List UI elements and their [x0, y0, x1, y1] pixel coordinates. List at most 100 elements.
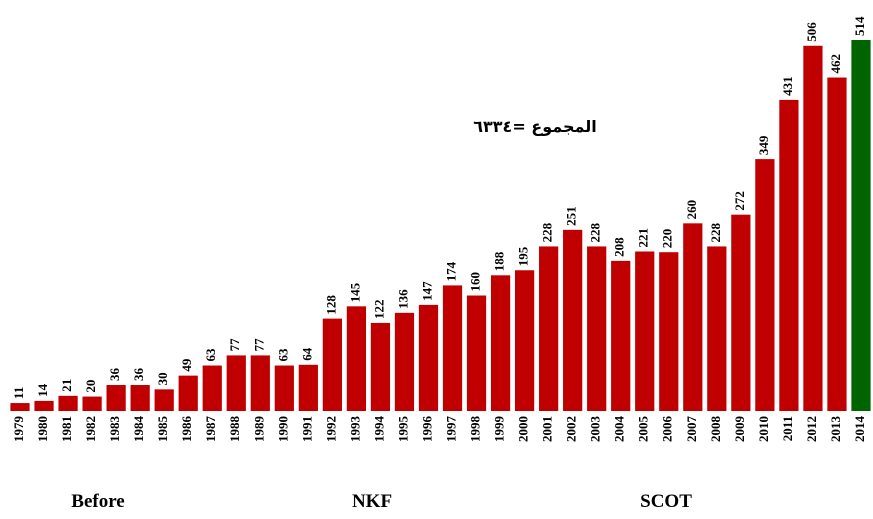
bar — [346, 306, 367, 411]
x-tick-label: 2012 — [804, 416, 819, 442]
bar — [58, 395, 78, 411]
x-tick-label: 2011 — [780, 416, 795, 441]
group-label: NKF — [352, 491, 392, 512]
value-label: 63 — [203, 348, 218, 362]
x-tick-label: 1981 — [59, 416, 74, 442]
value-label: 136 — [395, 289, 410, 309]
value-label: 188 — [492, 251, 507, 271]
value-label: 221 — [636, 228, 651, 248]
bar — [514, 270, 535, 411]
value-label: 506 — [804, 22, 819, 42]
value-label: 49 — [179, 358, 194, 372]
bar — [755, 159, 775, 411]
x-tick-label: 1996 — [419, 416, 434, 443]
x-tick-label: 2013 — [828, 416, 843, 443]
x-tick-label: 2010 — [756, 416, 771, 442]
x-tick-label: 1980 — [35, 416, 50, 442]
value-label: 77 — [251, 338, 266, 352]
x-tick-label: 1995 — [395, 416, 410, 443]
bar — [707, 246, 727, 411]
bar — [490, 275, 511, 411]
value-label: 145 — [347, 282, 362, 302]
x-tick-label: 1984 — [131, 416, 146, 443]
annotation: المجموع =٦٣٣٤ — [473, 117, 596, 136]
bar — [466, 295, 487, 411]
bar — [202, 365, 222, 411]
value-label: 64 — [299, 347, 314, 361]
x-tick-label: 1998 — [468, 416, 483, 443]
bar — [82, 396, 102, 411]
bar — [611, 260, 631, 411]
bar — [10, 403, 30, 411]
value-label: 30 — [155, 372, 170, 385]
x-tick-label: 2005 — [636, 416, 651, 443]
value-label: 260 — [684, 200, 699, 220]
x-tick-label: 2007 — [684, 416, 699, 443]
value-label: 349 — [756, 135, 771, 155]
x-tick-label: 2004 — [612, 416, 627, 443]
value-label: 462 — [828, 54, 843, 74]
bar — [34, 400, 54, 411]
bar — [683, 223, 703, 411]
value-label: 514 — [852, 16, 867, 36]
bar — [274, 365, 294, 411]
bar — [827, 77, 847, 411]
x-tick-label: 1990 — [275, 416, 290, 442]
bar — [418, 304, 439, 411]
bar — [731, 214, 751, 411]
value-label: 21 — [59, 379, 74, 392]
group-label: Before — [71, 491, 124, 512]
bar — [442, 285, 463, 411]
bar — [178, 375, 198, 411]
bar — [106, 385, 126, 411]
x-tick-label: 2001 — [540, 416, 555, 442]
value-label: 77 — [227, 338, 242, 352]
value-label: 122 — [371, 299, 386, 319]
value-label: 220 — [660, 229, 675, 249]
x-tick-label: 1987 — [203, 416, 218, 443]
value-label: 128 — [323, 295, 338, 315]
bar — [130, 385, 150, 411]
x-tick-label: 1979 — [11, 416, 26, 443]
bar — [154, 389, 174, 411]
value-label: 36 — [107, 368, 122, 382]
bar — [563, 229, 583, 411]
x-tick-label: 1992 — [323, 416, 338, 442]
x-tick-label: 2008 — [708, 416, 723, 443]
value-label: 14 — [35, 383, 50, 397]
value-label: 228 — [588, 222, 603, 242]
value-label: 20 — [83, 380, 98, 393]
value-label: 251 — [564, 206, 579, 226]
value-label: 431 — [780, 76, 795, 96]
x-tick-label: 1986 — [179, 416, 194, 443]
value-label: 11 — [11, 387, 26, 399]
value-label: 147 — [419, 281, 434, 301]
x-tick-label: 1983 — [107, 416, 122, 443]
x-tick-label: 2006 — [660, 416, 675, 443]
value-label: 228 — [540, 222, 555, 242]
value-label: 174 — [443, 261, 458, 281]
x-tick-label: 1999 — [492, 416, 507, 443]
group-label: SCOT — [640, 491, 692, 512]
value-label: 208 — [612, 237, 627, 257]
x-tick-label: 1993 — [347, 416, 362, 443]
bar — [851, 40, 871, 411]
x-tick-label: 2003 — [588, 416, 603, 443]
bar — [370, 322, 391, 411]
value-label: 272 — [732, 191, 747, 211]
value-label: 36 — [131, 368, 146, 382]
x-tick-label: 1985 — [155, 416, 170, 443]
x-tick-label: 1989 — [251, 416, 266, 443]
x-tick-label: 2009 — [732, 416, 747, 443]
bar — [394, 312, 415, 411]
value-label: 160 — [468, 272, 483, 292]
value-label: 195 — [516, 246, 531, 266]
x-tick-label: 1988 — [227, 416, 242, 443]
bar — [226, 355, 246, 411]
bar — [779, 99, 799, 411]
x-tick-label: 1994 — [371, 416, 386, 443]
bar — [659, 252, 679, 411]
value-label: 228 — [708, 222, 723, 242]
bar — [322, 318, 342, 411]
